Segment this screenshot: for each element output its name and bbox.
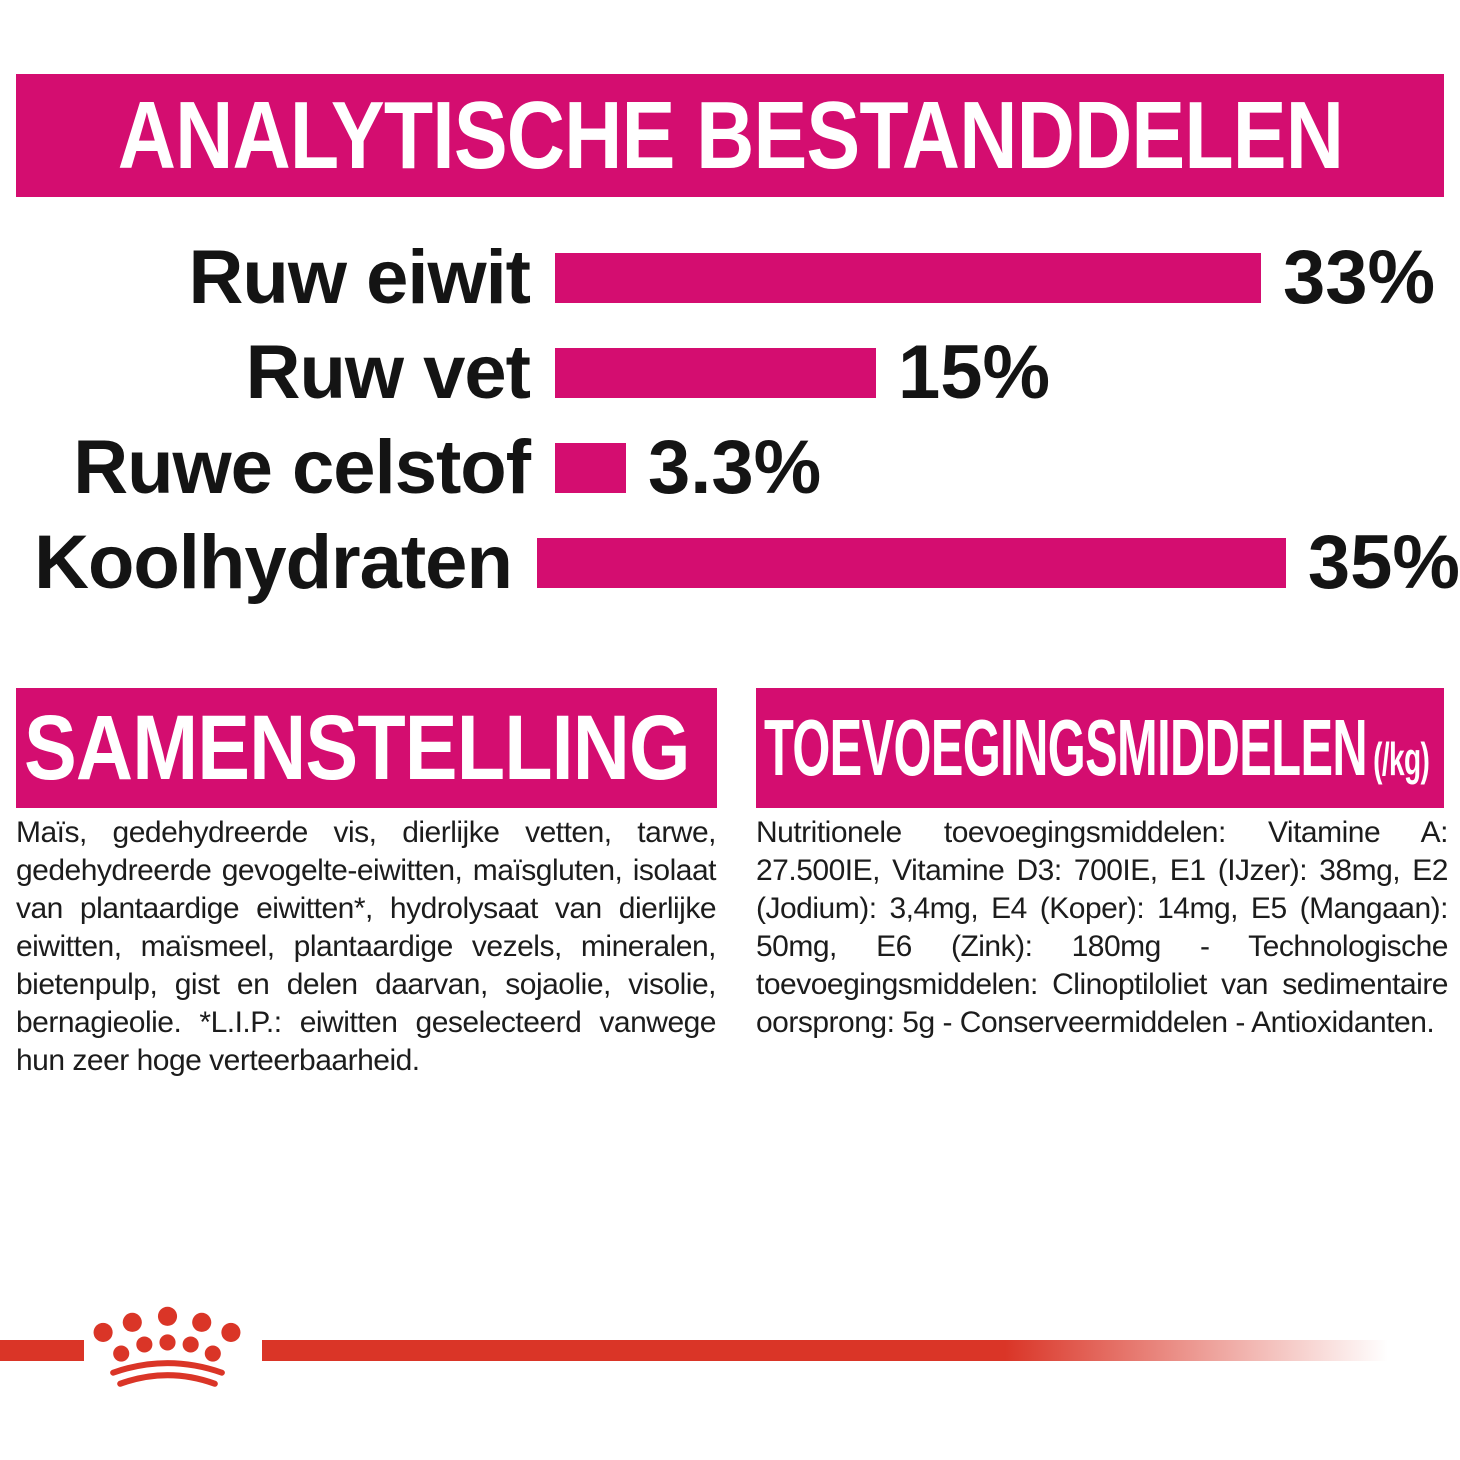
- composition-header-banner: SAMENSTELLING: [16, 688, 717, 808]
- bar-ruw-eiwit: [555, 252, 1261, 303]
- additives-title-unit: (/kg): [1373, 733, 1430, 785]
- chart-row-ruw-eiwit: Ruw eiwit 33%: [0, 230, 1460, 325]
- bar-label: Ruwe celstof: [73, 424, 531, 510]
- analytical-title: ANALYTISCHE BESTANDDELEN: [117, 81, 1343, 189]
- bar-value: 35%: [1307, 519, 1460, 605]
- bar-value: 3.3%: [648, 424, 822, 510]
- bar-label: Ruw vet: [245, 329, 531, 415]
- composition-title: SAMENSTELLING: [24, 697, 691, 799]
- additives-title: TOEVOEGINGSMIDDELEN: [764, 703, 1368, 792]
- analytical-header-banner: ANALYTISCHE BESTANDDELEN: [16, 74, 1444, 197]
- analytical-chart: Ruw eiwit 33% Ruw vet 15% Ruwe celstof 3…: [0, 230, 1460, 610]
- royal-canin-crown-logo: [93, 1306, 241, 1387]
- bar-koolhydraten: [536, 537, 1286, 588]
- chart-row-ruwe-celstof: Ruwe celstof 3.3%: [0, 420, 1460, 515]
- bar-ruwe-celstof: [555, 442, 626, 493]
- chart-row-ruw-vet: Ruw vet 15%: [0, 325, 1460, 420]
- bar-value: 33%: [1283, 234, 1436, 320]
- footer-rule-right: [262, 1340, 1460, 1361]
- bar-label: Ruw eiwit: [188, 234, 531, 320]
- footer-rule-left: [0, 1340, 84, 1361]
- additives-header-banner: TOEVOEGINGSMIDDELEN (/kg): [756, 688, 1444, 808]
- bar-ruw-vet: [555, 347, 876, 398]
- chart-row-koolhydraten: Koolhydraten 35%: [0, 515, 1460, 610]
- composition-text: Maïs, gedehydreerde vis, dierlijke vette…: [16, 816, 717, 1077]
- additives-text: Nutritionele toevoegingsmiddelen: Vitami…: [756, 816, 1449, 1039]
- bar-label: Koolhydraten: [34, 519, 513, 605]
- bar-value: 15%: [898, 329, 1051, 415]
